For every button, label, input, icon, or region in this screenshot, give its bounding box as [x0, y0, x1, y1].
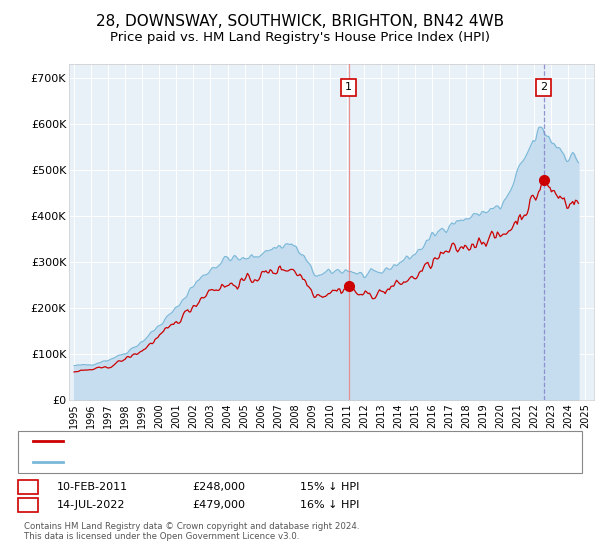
Text: 28, DOWNSWAY, SOUTHWICK, BRIGHTON, BN42 4WB (detached house): 28, DOWNSWAY, SOUTHWICK, BRIGHTON, BN42 … — [69, 436, 441, 446]
Text: £248,000: £248,000 — [192, 482, 245, 492]
Text: 2: 2 — [540, 82, 547, 92]
Text: 2: 2 — [25, 498, 32, 512]
Text: £479,000: £479,000 — [192, 500, 245, 510]
Text: HPI: Average price, detached house, Adur: HPI: Average price, detached house, Adur — [69, 457, 287, 467]
Text: 10-FEB-2011: 10-FEB-2011 — [57, 482, 128, 492]
Text: Price paid vs. HM Land Registry's House Price Index (HPI): Price paid vs. HM Land Registry's House … — [110, 31, 490, 44]
Text: 28, DOWNSWAY, SOUTHWICK, BRIGHTON, BN42 4WB: 28, DOWNSWAY, SOUTHWICK, BRIGHTON, BN42 … — [96, 14, 504, 29]
Text: 1: 1 — [25, 480, 32, 494]
Text: 1: 1 — [345, 82, 352, 92]
Text: Contains HM Land Registry data © Crown copyright and database right 2024.
This d: Contains HM Land Registry data © Crown c… — [24, 522, 359, 542]
Text: 14-JUL-2022: 14-JUL-2022 — [57, 500, 125, 510]
Text: 15% ↓ HPI: 15% ↓ HPI — [300, 482, 359, 492]
Text: 16% ↓ HPI: 16% ↓ HPI — [300, 500, 359, 510]
